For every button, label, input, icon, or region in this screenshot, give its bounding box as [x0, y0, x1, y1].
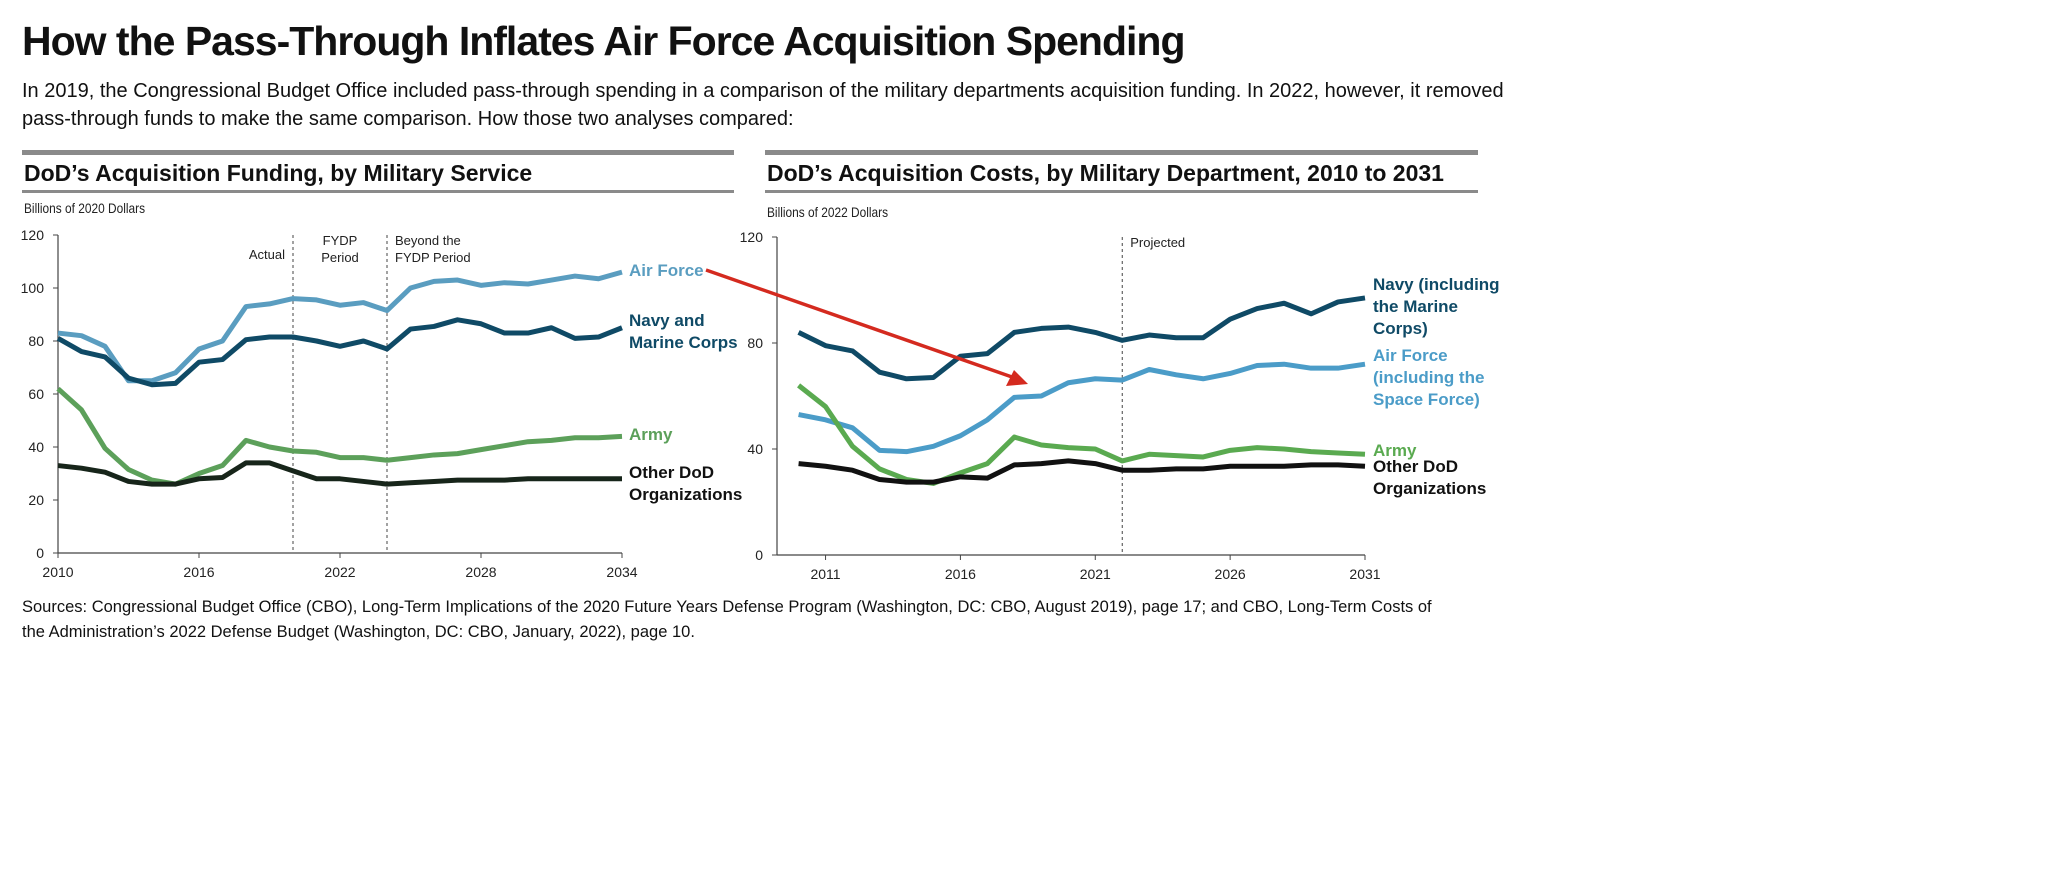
y-tick-label: 100	[21, 280, 45, 296]
arrow-head-icon	[1006, 370, 1028, 386]
subtitle-line-1: In 2019, the Congressional Budget Office…	[22, 80, 1504, 102]
series-line-navy-and-marine-corps	[56, 317, 623, 388]
left-y-unit: Billions of 2020 Dollars	[24, 200, 146, 216]
x-tick-label: 2031	[1349, 566, 1380, 582]
y-tick-label: 40	[28, 439, 44, 455]
y-tick-label: 80	[28, 333, 44, 349]
series-line-air-force-including-the-space-force-	[798, 361, 1366, 455]
chart-0: 0 20 40 60 80 100 120 2010 2016 2022 2028 2034 Actua…	[21, 227, 638, 580]
x-tick-label: 2022	[324, 564, 355, 580]
x-tick-label: 2026	[1215, 566, 1246, 582]
x-tick-label: 2010	[42, 564, 73, 580]
sources-line-1: Sources: Congressional Budget Office (CB…	[22, 598, 1432, 616]
y-tick-label: 0	[755, 547, 763, 563]
series-line-navy-including-the-marine-corps-	[797, 295, 1366, 382]
legend-left-other: Other DoD Organizations	[629, 463, 743, 504]
legend-right-army: Army	[1373, 441, 1417, 460]
x-tick-label: 2016	[183, 564, 214, 580]
x-tick-label: 2028	[465, 564, 496, 580]
y-tick-label: 60	[28, 386, 44, 402]
subtitle-line-2: pass-through funds to make the same comp…	[22, 108, 794, 130]
chart-1: 0 40 80 120 2011 2016 2021 2026 2031 Projected	[740, 229, 1381, 582]
arrow-line	[705, 268, 1013, 379]
legend-left-air-force: Air Force	[629, 261, 704, 280]
series-line-other-dod-organizations	[798, 458, 1366, 485]
legend-left-navy: Navy and Marine Corps	[629, 311, 738, 352]
x-tick-label: 2011	[810, 566, 840, 582]
sources-line-2: the Administration’s 2022 Defense Budget…	[22, 623, 695, 641]
y-tick-label: 20	[28, 492, 44, 508]
x-tick-label: 2016	[945, 566, 976, 582]
legend-right-air-force: Air Force (including the Space Force)	[1373, 346, 1485, 409]
y-tick-label: 80	[747, 335, 763, 351]
series-line-air-force	[57, 269, 623, 384]
legend-right-navy: Navy (including the Marine Corps)	[1373, 275, 1500, 338]
y-tick-label: 120	[740, 229, 764, 245]
legend-right-other: Other DoD Organizations	[1373, 457, 1487, 498]
period-label: FYDP	[323, 233, 358, 248]
y-tick-label: 120	[21, 227, 45, 243]
y-tick-label: 40	[747, 441, 763, 457]
period-label: Period	[321, 250, 359, 265]
right-y-unit: Billions of 2022 Dollars	[767, 204, 889, 220]
left-bottom-rule	[22, 190, 734, 193]
legend-left-army: Army	[629, 425, 673, 444]
period-label: Beyond the	[395, 233, 461, 248]
x-tick-label: 2034	[606, 564, 637, 580]
right-top-rule	[765, 150, 1478, 155]
period-label: Projected	[1130, 235, 1185, 250]
x-tick-label: 2021	[1080, 566, 1111, 582]
series-line-army	[56, 386, 623, 487]
period-label: Actual	[249, 247, 285, 262]
period-label: FYDP Period	[395, 250, 471, 265]
right-chart-title: DoD’s Acquisition Costs, by Military Dep…	[767, 160, 1444, 186]
page-title: How the Pass-Through Inflates Air Force …	[22, 18, 1185, 64]
series-line-army	[797, 383, 1366, 486]
y-tick-label: 0	[36, 545, 44, 561]
left-chart-title: DoD’s Acquisition Funding, by Military S…	[24, 160, 533, 186]
left-top-rule	[22, 150, 734, 155]
right-bottom-rule	[765, 190, 1478, 193]
series-line-other-dod-organizations	[57, 460, 622, 487]
